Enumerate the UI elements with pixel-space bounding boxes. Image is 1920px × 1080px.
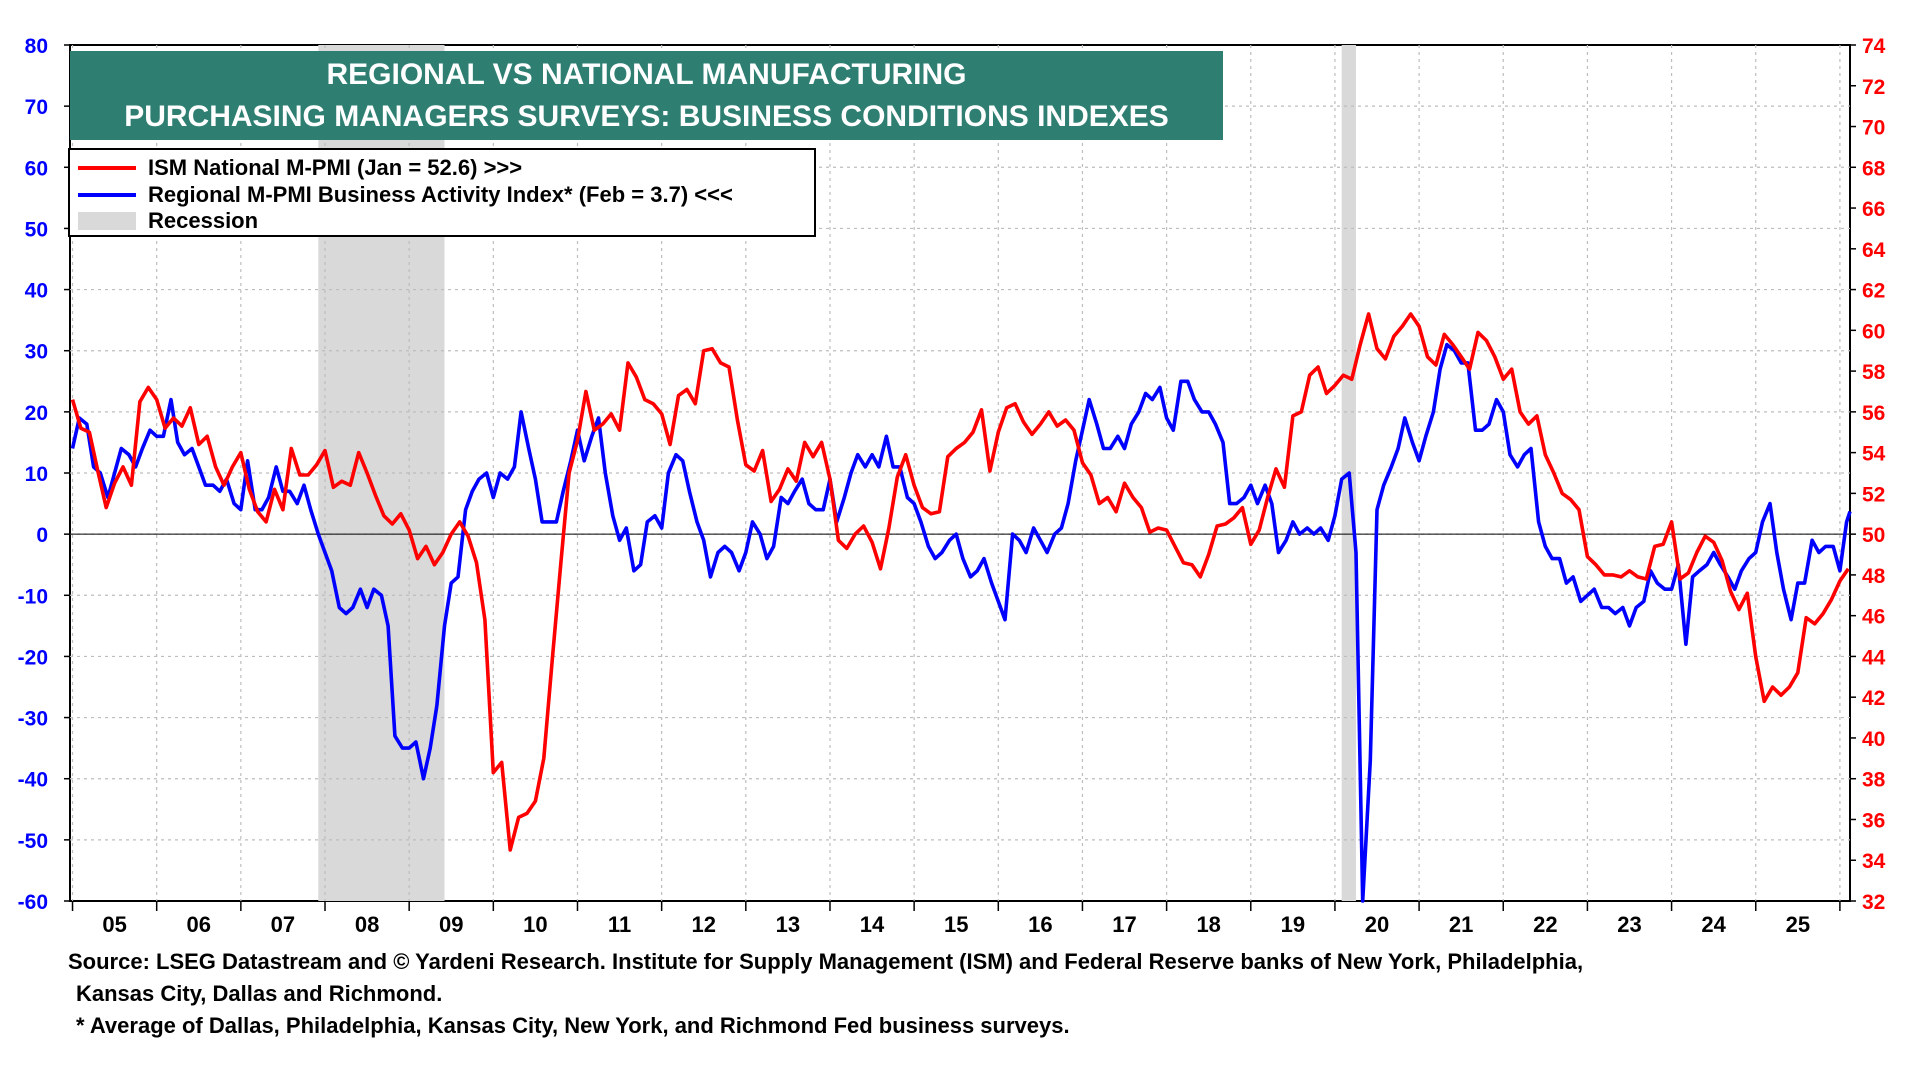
- left-tick-label: 70: [25, 96, 48, 119]
- right-tick-label: 34: [1862, 850, 1886, 873]
- right-tick-label: 62: [1862, 280, 1885, 303]
- x-tick-label: 13: [776, 912, 800, 937]
- left-tick-label: 10: [25, 463, 48, 486]
- right-tick-label: 46: [1862, 606, 1885, 629]
- x-tick-label: 06: [187, 912, 211, 937]
- regional-pmi-line: [70, 342, 1852, 903]
- legend-item-recession: Recession: [78, 207, 258, 235]
- right-tick-label: 32: [1862, 891, 1885, 914]
- x-tick-label: 08: [355, 912, 379, 937]
- chart-title: REGIONAL VS NATIONAL MANUFACTURING PURCH…: [70, 51, 1223, 140]
- x-tick-label: 22: [1533, 912, 1557, 937]
- legend-item-regional: Regional M-PMI Business Activity Index* …: [78, 181, 733, 209]
- x-tick-label: 07: [271, 912, 295, 937]
- x-tick-label: 25: [1786, 912, 1810, 937]
- legend-swatch-regional: [78, 193, 136, 197]
- x-tick-label: 15: [944, 912, 968, 937]
- footnote: * Average of Dallas, Philadelphia, Kansa…: [76, 1013, 1070, 1038]
- right-tick-label: 52: [1862, 483, 1885, 506]
- x-tick-label: 24: [1701, 912, 1726, 937]
- left-axis: 80 70 60 50 40 30 20 10 0 -10 -20 -30 -40 -50 -60: [18, 35, 70, 914]
- right-tick-label: 58: [1862, 361, 1886, 384]
- right-tick-label: 64: [1862, 239, 1886, 262]
- right-tick-label: 56: [1862, 402, 1885, 425]
- legend-swatch-ism: [78, 166, 136, 170]
- left-tick-label: 20: [25, 402, 48, 425]
- right-tick-label: 68: [1862, 157, 1886, 180]
- left-tick-label: 80: [25, 35, 48, 58]
- x-axis: 05 06 07 08 09 10 11 12 13 14 15 16 17 18 19 20 21 22 23 24…: [71, 901, 1841, 937]
- x-tick-label: 23: [1617, 912, 1641, 937]
- right-tick-label: 50: [1862, 524, 1885, 547]
- x-tick-label: 19: [1281, 912, 1305, 937]
- right-tick-label: 60: [1862, 320, 1885, 343]
- left-tick-label: 40: [25, 280, 48, 303]
- left-tick-label: -50: [18, 830, 48, 853]
- x-tick-label: 12: [691, 912, 715, 937]
- x-tick-label: 09: [439, 912, 463, 937]
- right-tick-label: 36: [1862, 809, 1885, 832]
- x-tick-label: 05: [102, 912, 126, 937]
- x-tick-label: 20: [1365, 912, 1389, 937]
- x-tick-label: 16: [1028, 912, 1052, 937]
- right-tick-label: 44: [1862, 646, 1886, 669]
- left-tick-label: 60: [25, 157, 48, 180]
- legend-swatch-recession: [78, 212, 136, 230]
- right-tick-label: 54: [1862, 443, 1886, 466]
- x-tick-label: 17: [1112, 912, 1136, 937]
- right-tick-label: 66: [1862, 198, 1885, 221]
- left-tick-label: -10: [18, 585, 48, 608]
- source-line-1: Source: LSEG Datastream and © Yardeni Re…: [68, 949, 1584, 974]
- left-tick-label: -30: [18, 708, 48, 731]
- title-line-1: REGIONAL VS NATIONAL MANUFACTURING: [326, 58, 967, 91]
- left-tick-label: 50: [25, 218, 48, 241]
- right-tick-label: 70: [1862, 117, 1885, 140]
- ism-national-line: [70, 312, 1850, 852]
- x-tick-label: 10: [523, 912, 547, 937]
- source-line-2: Kansas City, Dallas and Richmond.: [76, 981, 443, 1006]
- source-note: Source: LSEG Datastream and © Yardeni Re…: [68, 946, 1583, 1042]
- right-tick-label: 74: [1862, 35, 1886, 58]
- left-tick-label: -40: [18, 769, 48, 792]
- left-tick-label: 30: [25, 341, 48, 364]
- right-tick-label: 38: [1862, 769, 1886, 792]
- left-tick-label: -60: [18, 891, 48, 914]
- right-tick-label: 42: [1862, 687, 1885, 710]
- legend-label-regional: Regional M-PMI Business Activity Index* …: [148, 182, 733, 207]
- legend: ISM National M-PMI (Jan = 52.6) >>> Regi…: [68, 148, 816, 237]
- right-tick-label: 40: [1862, 728, 1885, 751]
- x-tick-label: 21: [1449, 912, 1473, 937]
- series-lines: [70, 312, 1852, 903]
- legend-label-ism: ISM National M-PMI (Jan = 52.6) >>>: [148, 155, 523, 180]
- right-axis: 74 72 70 68 66 64 62 60 58 56 54 52 50 48 46 44 42 40 38 36…: [1850, 35, 1886, 914]
- legend-label-recession: Recession: [148, 208, 259, 233]
- title-line-2: PURCHASING MANAGERS SURVEYS: BUSINESS CO…: [124, 100, 1169, 133]
- left-tick-label: 0: [36, 524, 48, 547]
- legend-item-ism: ISM National M-PMI (Jan = 52.6) >>>: [78, 154, 522, 182]
- x-tick-label: 14: [860, 912, 885, 937]
- left-tick-label: -20: [18, 646, 48, 669]
- x-tick-label: 18: [1196, 912, 1220, 937]
- right-tick-label: 48: [1862, 565, 1886, 588]
- x-tick-label: 11: [608, 912, 631, 937]
- right-tick-label: 72: [1862, 76, 1885, 99]
